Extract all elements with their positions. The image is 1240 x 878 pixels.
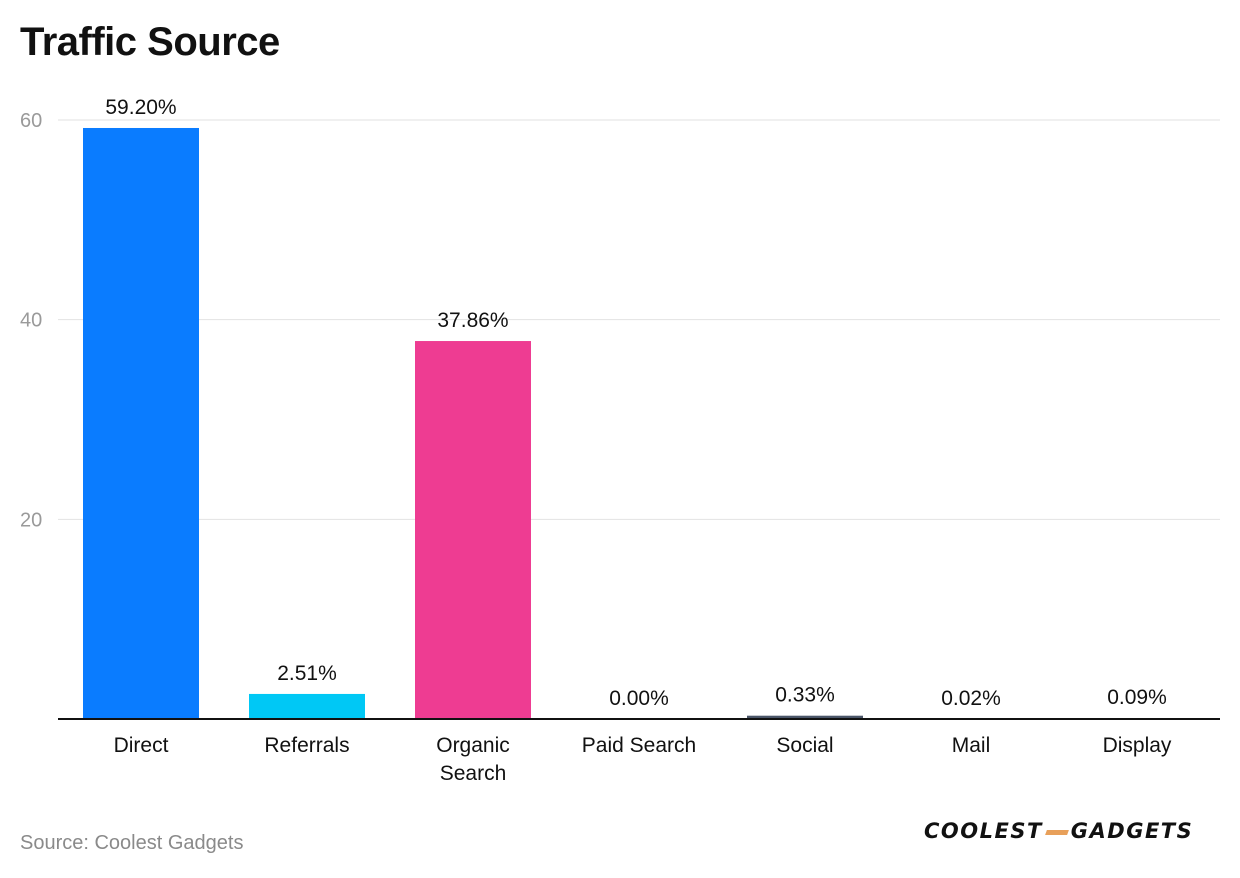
- x-tick-label: Referrals: [264, 734, 349, 757]
- bar: [415, 341, 531, 719]
- y-tick-label: 20: [20, 509, 42, 531]
- source-note: Source: Coolest Gadgets: [20, 832, 244, 854]
- data-label: 0.00%: [609, 687, 669, 710]
- logo-dash: [1044, 829, 1069, 835]
- x-axis: Direct Referrals Organic Search Paid Search S…: [58, 718, 1220, 785]
- data-label: 2.51%: [277, 662, 337, 685]
- data-label: 0.09%: [1107, 686, 1167, 709]
- logo-text-right: GADGETS: [1070, 819, 1194, 843]
- bar: [83, 127, 199, 719]
- chart-title: Traffic Source: [20, 20, 280, 64]
- bar: [747, 715, 863, 719]
- x-tick-label: Direct: [114, 734, 169, 757]
- logo-text-left: COOLEST: [924, 819, 1043, 843]
- data-label: 0.33%: [775, 684, 835, 707]
- x-tick-label: Social: [776, 734, 833, 757]
- gridlines: [58, 119, 1220, 520]
- value-labels: 59.20% 2.51% 37.86% 0.00% 0.33% 0.02% 0.09%: [105, 96, 1166, 710]
- x-tick-label: Mail: [952, 734, 991, 757]
- x-tick-label: Paid Search: [582, 734, 696, 757]
- data-label: 59.20%: [105, 96, 176, 119]
- data-label: 0.02%: [941, 687, 1001, 710]
- x-tick-label: Display: [1103, 734, 1172, 757]
- data-label: 37.86%: [437, 309, 508, 332]
- x-tick-label: Organic: [436, 734, 510, 757]
- y-tick-label: 40: [20, 310, 42, 332]
- y-axis: 20 40 60: [20, 110, 42, 531]
- x-tick-label: Search: [440, 762, 507, 785]
- bars: [83, 127, 1195, 719]
- bar: [249, 693, 365, 719]
- coolest-gadgets-logo: COOLEST GADGETS: [924, 814, 1192, 848]
- y-tick-label: 60: [20, 110, 42, 132]
